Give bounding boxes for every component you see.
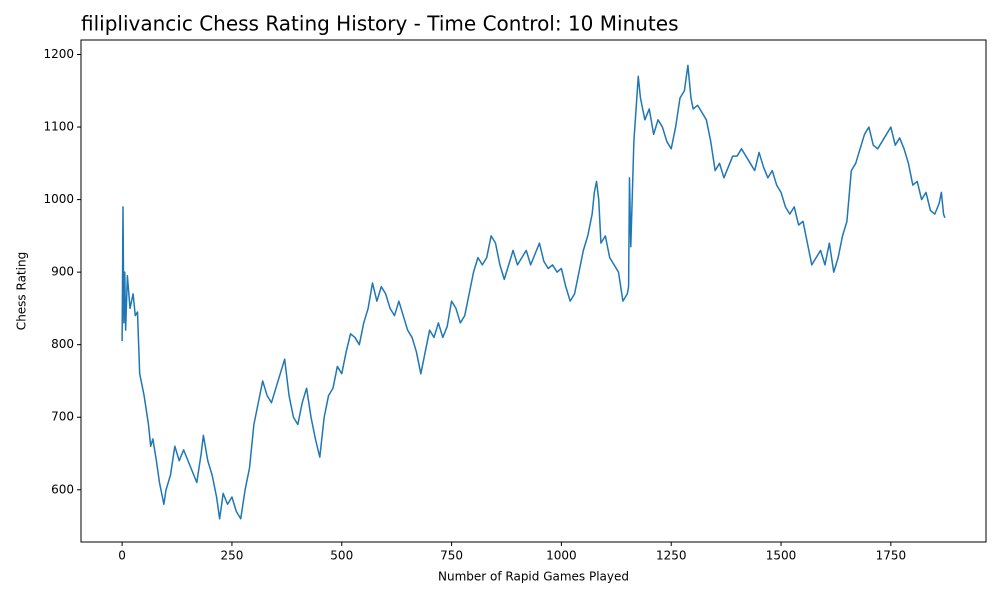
- x-tick-label: 1000: [546, 549, 577, 563]
- x-tick-label: 1250: [656, 549, 687, 563]
- y-axis-label: Chess Rating: [15, 252, 29, 330]
- plot-frame: [80, 39, 987, 543]
- rating-line: [121, 64, 946, 520]
- y-tick-label: 900: [51, 265, 74, 279]
- x-tick-label: 500: [330, 549, 353, 563]
- x-tick-label: 0: [118, 549, 126, 563]
- chart-title: filiplivancic Chess Rating History - Tim…: [81, 12, 679, 36]
- y-tick-label: 1100: [43, 120, 74, 134]
- x-tick-label: 1500: [766, 549, 797, 563]
- x-tick-label: 750: [440, 549, 463, 563]
- y-tick-label: 1200: [43, 47, 74, 61]
- y-tick-label: 700: [51, 410, 74, 424]
- x-axis-label: Number of Rapid Games Played: [438, 570, 629, 584]
- y-tick-label: 800: [51, 337, 74, 351]
- x-tick-label: 250: [220, 549, 243, 563]
- y-tick-label: 600: [51, 482, 74, 496]
- x-tick-label: 1750: [876, 549, 907, 563]
- y-tick-label: 1000: [43, 192, 74, 206]
